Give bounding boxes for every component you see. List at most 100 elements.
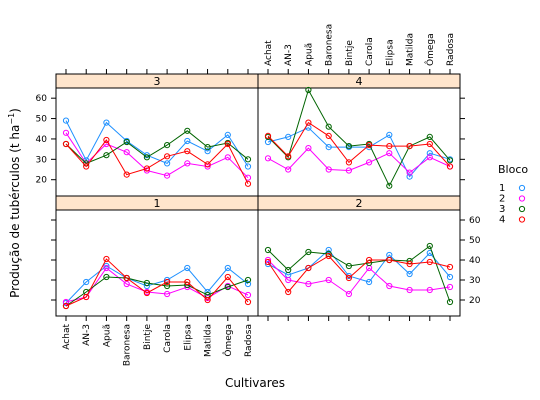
panel-2-series-4-point-Achat	[264, 258, 272, 266]
panel-3-series-4-point-Radosa	[244, 180, 252, 187]
panel-1-series-1-point-Ômega	[224, 264, 231, 272]
y-tick-label-left-30: 30	[36, 155, 48, 165]
legend-marker-2	[518, 195, 526, 202]
panel-1-series-4-point-Ômega	[224, 273, 231, 281]
panel-2-series-1-point-Achat	[264, 260, 272, 268]
panel-2-series-3-point-Radosa	[446, 298, 454, 306]
panel-1-series-3-point-Ômega	[224, 283, 231, 291]
panel-2-series-4-point-Matilda	[406, 260, 413, 268]
panel-4-series-4-point-Radosa	[446, 163, 454, 170]
panel-3-series-3-point-Baronesa	[123, 138, 130, 146]
panel-4-series-1-point-Ômega	[426, 150, 433, 157]
panel-4-series-1-point-Matilda	[406, 173, 413, 180]
panel-2-series-1-point-Carola	[366, 278, 373, 286]
panel-2-series-4-line	[267, 255, 451, 293]
panel-3-series-1-point-Achat	[62, 117, 70, 124]
panel-4-series-4-point-Achat	[264, 132, 272, 139]
panel-2-series-4-point-Apuã	[305, 264, 312, 272]
panel-1-series-2-line	[65, 267, 249, 303]
panel-4-series-4-point-Ômega	[426, 140, 433, 148]
legend-title: Bloco	[498, 163, 528, 176]
panel-3-series-3-point-Carola	[164, 142, 171, 149]
panel-3-series-3-point-Bintje	[143, 154, 150, 161]
panel-3-series-4-point-Ômega	[224, 140, 231, 148]
legend-marker-4	[518, 216, 526, 223]
panel-3-series-4-point-Carola	[164, 153, 171, 160]
x-tick-label-top-Baronesa: Baronesa	[325, 24, 335, 66]
panel-1-series-3-point-Apuã	[103, 273, 110, 281]
x-tick-label-bottom-Apuã: Apuã	[102, 324, 112, 347]
panel-2-series-4-point-Ômega	[426, 258, 433, 266]
panel-2-series-3-point-Ômega	[426, 242, 433, 250]
panel-3-series-4-point-Apuã	[103, 136, 110, 144]
x-tick-label-top-Radosa: Radosa	[446, 33, 456, 66]
panel-2-series-4-point-Radosa	[446, 263, 454, 271]
panel-1-frame	[55, 209, 259, 317]
panel-2-series-2-point-Radosa	[446, 283, 454, 291]
panel-1-series-4-point-Achat	[62, 302, 70, 310]
x-tick-label-bottom-Matilda: Matilda	[204, 324, 214, 357]
y-tick-label-left-50: 50	[36, 115, 48, 125]
panel-3-series-1-point-Matilda	[204, 148, 211, 155]
panel-3-series-2-point-Bintje	[143, 167, 150, 174]
series-layer	[62, 86, 454, 310]
x-tick-label-bottom-Baronesa: Baronesa	[123, 324, 133, 366]
panel-2-series-2-point-Elipsa	[386, 282, 393, 290]
panel-3-series-1-point-Apuã	[103, 119, 110, 126]
panel-2-series-2-point-Matilda	[406, 286, 413, 294]
panel-1-series-1-point-AN-3	[83, 278, 90, 286]
panel-2-series-3-point-AN-3	[285, 266, 292, 274]
y-axis-label-superscript: −1	[7, 113, 16, 125]
panel-3-strip-label: 3	[154, 75, 161, 88]
panel-1-series-4-point-Elipsa	[184, 278, 191, 286]
panel-4-series-3-point-Apuã	[305, 86, 312, 94]
panels-layer: 1 2 3 4	[55, 73, 461, 317]
panel-4-series-3-point-Bintje	[345, 143, 352, 150]
panel-4-series-4-point-Baronesa	[325, 132, 332, 139]
panel-1-series-2-point-Baronesa	[123, 280, 130, 288]
panel-2-series-1-point-Matilda	[406, 270, 413, 278]
panel-4-series-2-line	[267, 147, 451, 174]
panel-4-series-4-point-Matilda	[406, 143, 413, 150]
panel-4-series-3-point-Ômega	[426, 133, 433, 140]
y-axis-label-close: )	[8, 108, 22, 113]
y-tick-label-right-40: 40	[469, 256, 481, 266]
panel-2-series-1-point-Radosa	[446, 273, 454, 281]
panel-4-series-4-point-Apuã	[305, 119, 312, 126]
x-tick-label-top-Carola: Carola	[365, 37, 375, 66]
panel-2-series-4-point-Bintje	[345, 274, 352, 282]
panel-3-series-4-point-Bintje	[143, 165, 150, 172]
panel-1-series-1-point-Carola	[164, 276, 171, 284]
panel-1-strip-label: 1	[154, 197, 161, 210]
legend-label-1: 1	[499, 183, 505, 194]
panel-2-series-2-line	[267, 259, 451, 295]
panel-1-series-3-line	[65, 276, 249, 307]
panel-4-series-2-point-Baronesa	[325, 166, 332, 173]
panel-2-series-4-point-Carola	[366, 256, 373, 264]
panel-4-series-4-point-AN-3	[285, 153, 292, 160]
panel-2-series-3-point-Bintje	[345, 262, 352, 270]
y-tick-label-left-40: 40	[36, 135, 48, 145]
panel-1-series-4-point-Radosa	[244, 298, 252, 306]
panel-4-strip-label: 4	[356, 75, 363, 88]
x-tick-label-bottom-Carola: Carola	[163, 324, 173, 353]
panel-1-series-1-point-Elipsa	[184, 264, 191, 272]
panel-3-series-2-point-Ômega	[224, 154, 231, 161]
panel-3-series-4-line	[65, 139, 249, 185]
panel-4-series-2-point-Matilda	[406, 169, 413, 176]
x-axis-label: Cultivares	[225, 376, 285, 390]
panel-4-series-1-point-AN-3	[285, 133, 292, 140]
y-tick-label-right-30: 30	[469, 276, 481, 286]
legend-label-2: 2	[499, 194, 505, 205]
legend-label-4: 4	[499, 215, 505, 226]
panel-3-series-1-point-Ômega	[224, 131, 231, 138]
axis-ticks-layer: 20 20 30 30 40 40 50 50 60 60 Achat Achat AN-3 AN-3 Ap…	[36, 24, 481, 366]
x-tick-label-bottom-Bintje: Bintje	[143, 324, 153, 350]
panel-2-series-1-point-Baronesa	[325, 246, 332, 254]
legend-marker-3	[518, 205, 526, 213]
panel-3-series-3-point-Elipsa	[184, 127, 191, 134]
panel-1-series-4-point-Baronesa	[123, 274, 130, 282]
panel-2-series-4-point-Baronesa	[325, 252, 332, 260]
panel-4-series-1-point-Baronesa	[325, 144, 332, 151]
